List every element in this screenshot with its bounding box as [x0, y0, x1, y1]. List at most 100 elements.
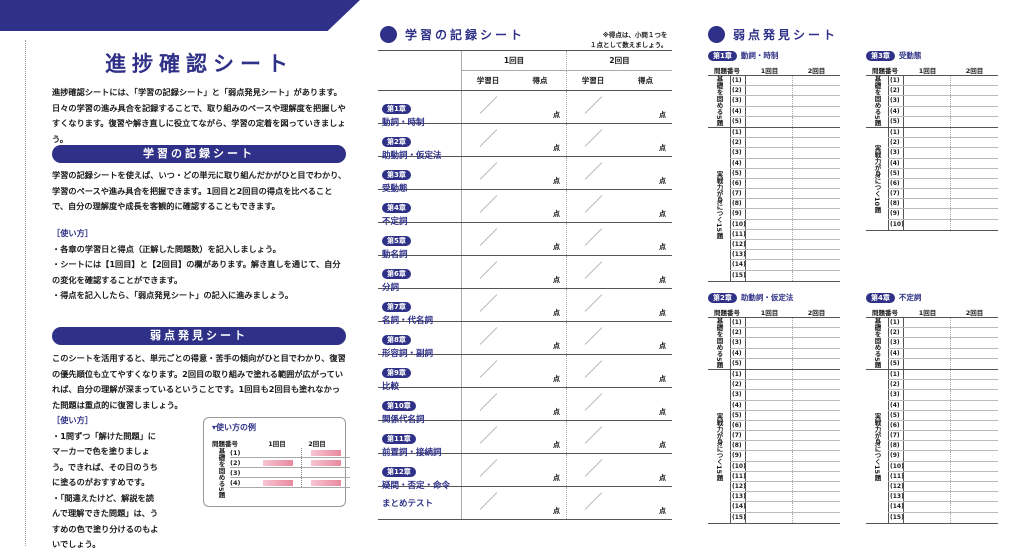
round1-cell[interactable]	[746, 512, 793, 523]
round1-cell[interactable]	[746, 431, 793, 441]
entry-cell[interactable]: 点	[567, 157, 672, 189]
round1-cell[interactable]	[746, 461, 793, 471]
round1-cell[interactable]	[746, 250, 793, 260]
entry-cell[interactable]: 点	[462, 388, 567, 420]
round1-cell[interactable]	[746, 410, 793, 420]
round1-cell[interactable]	[904, 431, 951, 441]
round1-cell[interactable]	[904, 189, 951, 199]
entry-cell[interactable]: 点	[462, 454, 567, 486]
entry-cell[interactable]: 点	[567, 190, 672, 222]
round1-cell[interactable]	[746, 358, 793, 369]
round1-cell[interactable]	[746, 76, 793, 86]
entry-cell[interactable]: 点	[567, 454, 672, 486]
entry-cell[interactable]: 点	[462, 223, 567, 255]
entry-cell[interactable]: 点	[462, 355, 567, 387]
round1-cell[interactable]	[746, 369, 793, 380]
entry-cell[interactable]: 点	[462, 289, 567, 321]
entry-cell[interactable]: 点	[462, 421, 567, 453]
round1-cell[interactable]	[904, 199, 951, 209]
entry-cell[interactable]: 点	[462, 91, 567, 123]
round1-cell[interactable]	[904, 400, 951, 410]
round1-cell[interactable]	[904, 492, 951, 502]
entry-cell[interactable]: 点	[462, 157, 567, 189]
round1-cell[interactable]	[746, 328, 793, 338]
round1-cell[interactable]	[904, 178, 951, 189]
round1-cell[interactable]	[746, 400, 793, 410]
round1-cell[interactable]	[904, 420, 951, 431]
round1-cell[interactable]	[746, 492, 793, 502]
round1-cell[interactable]	[904, 96, 951, 106]
round1-cell[interactable]	[746, 229, 793, 239]
round1-cell[interactable]	[904, 219, 951, 230]
round1-cell[interactable]	[904, 471, 951, 481]
round1-cell[interactable]	[904, 127, 951, 138]
round1-cell[interactable]	[904, 106, 951, 116]
round1-cell[interactable]	[746, 86, 793, 96]
entry-cell[interactable]: 点	[462, 487, 567, 519]
round1-cell[interactable]	[904, 482, 951, 492]
round1-cell[interactable]	[746, 178, 793, 189]
entry-cell[interactable]: 点	[567, 355, 672, 387]
round1-cell[interactable]	[746, 451, 793, 461]
entry-cell[interactable]: 点	[567, 91, 672, 123]
round1-cell[interactable]	[746, 240, 793, 250]
round1-cell[interactable]	[904, 461, 951, 471]
round1-cell[interactable]	[746, 420, 793, 431]
round1-cell[interactable]	[904, 328, 951, 338]
round1-cell[interactable]	[904, 369, 951, 380]
entry-cell[interactable]: 点	[567, 421, 672, 453]
round1-cell[interactable]	[746, 380, 793, 390]
round1-cell[interactable]	[746, 219, 793, 229]
round1-cell[interactable]	[746, 189, 793, 199]
round1-cell[interactable]	[746, 116, 793, 127]
round1-cell[interactable]	[904, 410, 951, 420]
entry-cell[interactable]: 点	[462, 256, 567, 288]
round1-cell[interactable]	[746, 158, 793, 168]
round1-cell[interactable]	[904, 358, 951, 369]
round1-cell[interactable]	[746, 168, 793, 178]
round1-cell[interactable]	[746, 441, 793, 451]
round1-cell[interactable]	[746, 106, 793, 116]
entry-cell[interactable]: 点	[462, 322, 567, 354]
round1-cell[interactable]	[904, 348, 951, 358]
round1-cell[interactable]	[746, 471, 793, 481]
entry-cell[interactable]: 点	[567, 223, 672, 255]
entry-cell[interactable]: 点	[462, 124, 567, 156]
round1-cell[interactable]	[904, 116, 951, 127]
round1-cell[interactable]	[904, 390, 951, 400]
round1-cell[interactable]	[746, 270, 793, 281]
round1-cell[interactable]	[746, 127, 793, 138]
round1-cell[interactable]	[904, 380, 951, 390]
round1-cell[interactable]	[746, 338, 793, 348]
round1-cell[interactable]	[746, 482, 793, 492]
round1-cell[interactable]	[904, 86, 951, 96]
entry-cell[interactable]: 点	[567, 256, 672, 288]
round1-cell[interactable]	[746, 209, 793, 219]
entry-cell[interactable]: 点	[567, 487, 672, 519]
entry-cell[interactable]: 点	[567, 322, 672, 354]
round1-cell[interactable]	[746, 260, 793, 270]
entry-cell[interactable]: 点	[462, 190, 567, 222]
round1-cell[interactable]	[904, 338, 951, 348]
round1-cell[interactable]	[904, 76, 951, 86]
round1-cell[interactable]	[746, 318, 793, 328]
round1-cell[interactable]	[904, 451, 951, 461]
round1-cell[interactable]	[904, 512, 951, 523]
round1-cell[interactable]	[746, 199, 793, 209]
round1-cell[interactable]	[746, 96, 793, 106]
round1-cell[interactable]	[746, 148, 793, 158]
round1-cell[interactable]	[746, 390, 793, 400]
round1-cell[interactable]	[904, 441, 951, 451]
round1-cell[interactable]	[904, 168, 951, 178]
round1-cell[interactable]	[746, 348, 793, 358]
round1-cell[interactable]	[904, 148, 951, 158]
round1-cell[interactable]	[904, 209, 951, 219]
entry-cell[interactable]: 点	[567, 388, 672, 420]
round1-cell[interactable]	[904, 502, 951, 512]
round1-cell[interactable]	[746, 138, 793, 148]
round1-cell[interactable]	[904, 138, 951, 148]
round1-cell[interactable]	[904, 158, 951, 168]
entry-cell[interactable]: 点	[567, 124, 672, 156]
round1-cell[interactable]	[904, 318, 951, 328]
entry-cell[interactable]: 点	[567, 289, 672, 321]
